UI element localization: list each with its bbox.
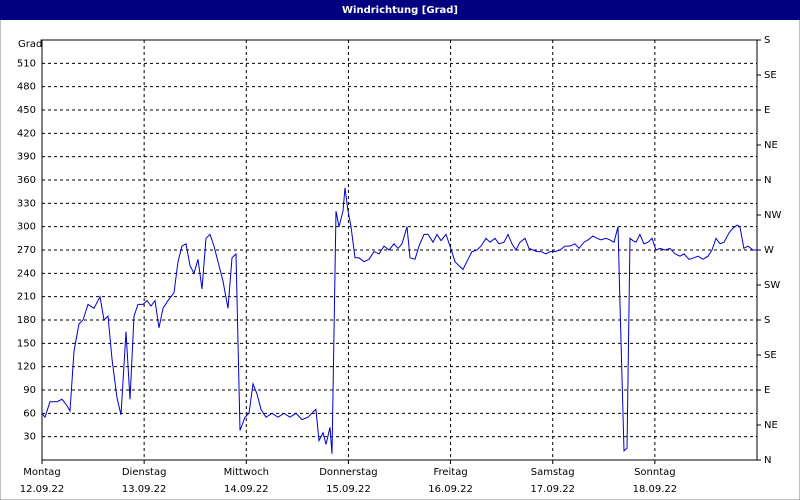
y2-tick-label: SE	[764, 350, 777, 361]
x-tick-label: Mittwoch	[224, 467, 269, 478]
y-tick-label: 180	[17, 315, 36, 326]
x-tick-label: Freitag	[433, 467, 467, 478]
x-tick-date: 17.09.22	[530, 484, 575, 495]
y-tick-label: 120	[17, 362, 36, 373]
x-tick-label: Donnerstag	[319, 467, 377, 478]
y-tick-label: 510	[17, 58, 36, 69]
x-tick-date: 16.09.22	[428, 484, 473, 495]
y-tick-label: 390	[17, 152, 36, 163]
y-tick-label: 30	[23, 432, 36, 443]
y-tick-label: 240	[17, 268, 36, 279]
y2-tick-label: E	[764, 385, 770, 396]
y2-tick-label: S	[764, 315, 770, 326]
y2-tick-label: W	[764, 245, 774, 256]
y2-tick-label: SW	[764, 280, 780, 291]
x-tick-label: Sonntag	[634, 467, 676, 478]
y2-tick-label: NE	[764, 140, 778, 151]
x-tick-label: Dienstag	[122, 467, 167, 478]
y-tick-label: 330	[17, 198, 36, 209]
y2-tick-label: E	[764, 105, 770, 116]
y-tick-label: 480	[17, 82, 36, 93]
y2-tick-label: S	[764, 35, 770, 46]
title-bar	[0, 0, 800, 20]
y-tick-label: 150	[17, 338, 36, 349]
x-tick-label: Montag	[23, 467, 60, 478]
x-tick-date: 18.09.22	[633, 484, 678, 495]
y-tick-label: 420	[17, 128, 36, 139]
wind-line	[41, 187, 757, 454]
x-tick-date: 14.09.22	[224, 484, 269, 495]
y-tick-label: 360	[17, 175, 36, 186]
y2-tick-label: NE	[764, 420, 778, 431]
x-tick-label: Samstag	[531, 467, 575, 478]
y-tick-label: 450	[17, 105, 36, 116]
y-tick-label: 210	[17, 292, 36, 303]
x-tick-date: 12.09.22	[20, 484, 65, 495]
y2-tick-label: NW	[764, 210, 781, 221]
y-tick-label: 300	[17, 222, 36, 233]
y-tick-label: 60	[23, 408, 36, 419]
x-tick-date: 15.09.22	[326, 484, 371, 495]
y-axis-label: Grad	[18, 39, 42, 50]
chart-title: Windrichtung [Grad]	[342, 5, 458, 16]
x-tick-date: 13.09.22	[122, 484, 167, 495]
y2-tick-label: SE	[764, 70, 777, 81]
y2-tick-label: N	[764, 175, 771, 186]
y-tick-label: 90	[23, 385, 36, 396]
y2-tick-label: N	[764, 455, 771, 466]
y-tick-label: 270	[17, 245, 36, 256]
